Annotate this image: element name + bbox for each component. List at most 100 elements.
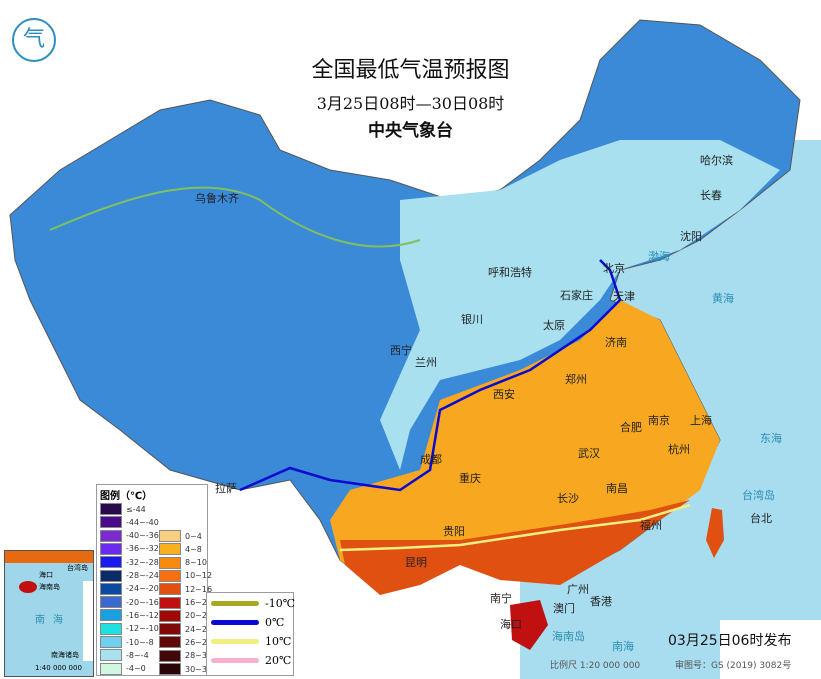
legend-item: -36~-32 <box>100 542 159 555</box>
legend-swatch <box>100 516 122 529</box>
legend-item: -24~-20 <box>100 582 159 595</box>
legend-swatch <box>100 529 122 542</box>
city-label: 天津 <box>613 290 635 303</box>
sea-label: 黄海 <box>712 292 734 305</box>
legend-swatch <box>159 609 181 622</box>
city-label: 昆明 <box>405 556 427 569</box>
legend-item: 0~4 <box>159 530 202 542</box>
isotherm-legend: -10℃ 0℃ 10℃ 20℃ <box>206 592 296 676</box>
legend-label: 26~28 <box>185 637 213 647</box>
legend-label: 28~30 <box>185 651 213 661</box>
isotherm-line <box>211 639 259 644</box>
isotherm-label: -10℃ <box>265 597 296 610</box>
legend-swatch <box>100 503 122 515</box>
legend-label: 20~24 <box>185 611 213 621</box>
city-label: 银川 <box>461 313 483 326</box>
publish-time: 03月25日06时发布 <box>668 633 792 649</box>
legend-item: -10~-8 <box>100 636 154 648</box>
isotherm-line <box>211 601 259 606</box>
hainan-island <box>510 600 548 650</box>
legend-item: 20~24 <box>159 609 213 622</box>
inset-label: 海口 <box>39 571 53 579</box>
legend-label: 4~8 <box>185 544 202 554</box>
legend-label: 30~32 <box>185 664 213 674</box>
legend-item: 10~12 <box>159 569 213 582</box>
city-label: 西宁 <box>390 344 412 357</box>
legend-label: -20~-16 <box>126 597 159 607</box>
city-label: 杭州 <box>668 443 690 456</box>
city-label: 南京 <box>648 414 670 427</box>
legend-swatch <box>100 649 122 662</box>
legend-item: -32~-28 <box>100 556 159 569</box>
legend-label: -40~-36 <box>126 531 159 541</box>
legend-item: -12~-10 <box>100 622 159 635</box>
legend-swatch <box>159 543 181 556</box>
city-label: 合肥 <box>620 421 642 434</box>
city-label: 武汉 <box>578 447 600 460</box>
city-label: 南昌 <box>606 482 628 495</box>
legend-item: 4~8 <box>159 543 202 556</box>
city-label: 台北 <box>750 512 772 525</box>
inset-label: 南海 <box>35 615 71 626</box>
city-label: 西安 <box>493 388 515 401</box>
legend-swatch <box>159 556 181 569</box>
city-label: 福州 <box>640 519 662 532</box>
city-label: 郑州 <box>565 373 587 386</box>
legend-swatch <box>159 583 181 596</box>
legend-label: 8~10 <box>185 558 207 568</box>
legend-swatch <box>100 582 122 595</box>
south-china-sea-inset: 海口 海南岛 台湾岛 南海 南海诸岛 1:40 000 000 <box>4 550 94 677</box>
city-label: 广州 <box>567 583 589 596</box>
city-label: 呼和浩特 <box>488 266 532 279</box>
legend-label: 12~16 <box>185 584 213 594</box>
legend-swatch <box>159 663 181 675</box>
city-label: 长沙 <box>557 492 579 505</box>
legend-item: -20~-16 <box>100 596 159 609</box>
legend-item: 30~32 <box>159 663 212 675</box>
city-label: 太原 <box>543 319 565 332</box>
legend-swatch <box>159 569 181 582</box>
legend-label: -8~-4 <box>126 650 149 660</box>
inset-scale: 1:40 000 000 <box>35 664 82 672</box>
legend-label: -44~-40 <box>126 517 159 527</box>
legend-label: -10~-8 <box>126 637 154 647</box>
city-label: 北京 <box>603 262 625 275</box>
legend-swatch <box>159 623 181 636</box>
legend-label: -12~-10 <box>126 624 159 634</box>
city-label: 乌鲁木齐 <box>195 192 239 205</box>
legend-label: -24~-20 <box>126 584 159 594</box>
city-label: 石家庄 <box>560 289 593 302</box>
sea-label: 海南岛 <box>552 630 585 643</box>
legend-swatch <box>100 662 122 675</box>
legend-label: -36~-32 <box>126 544 159 554</box>
legend-swatch <box>100 609 122 622</box>
legend-item: -44~-40 <box>100 516 159 529</box>
agency-name: 中央气象台 <box>368 121 453 141</box>
city-label: 济南 <box>605 336 627 349</box>
isotherm-label: 10℃ <box>265 635 292 648</box>
city-label: 贵阳 <box>443 525 465 538</box>
map-scale: 比例尺 1:20 000 000 <box>550 661 641 671</box>
city-label: 澳门 <box>553 602 575 615</box>
map-approval-number: 审图号：GS (2019) 3082号 <box>675 661 792 671</box>
color-legend: 图例（℃） ≤-44 -44~-40 -40~-36 -36~-32 -32~-28 -2… <box>96 484 212 676</box>
legend-item: 26~28 <box>159 636 213 649</box>
isotherm-item: 0℃ <box>211 616 284 629</box>
taiwan-island <box>706 508 724 558</box>
legend-item: -16~-12 <box>100 609 159 622</box>
isotherm-label: 0℃ <box>265 616 285 629</box>
inset-label: 南海诸岛 <box>51 651 79 659</box>
isotherm-minus10c <box>49 186 421 248</box>
cma-logo-icon: 气 <box>12 18 56 62</box>
legend-swatch <box>100 636 122 648</box>
city-label: 南宁 <box>490 592 512 605</box>
inset-label: 海南岛 <box>39 583 60 591</box>
legend-label: 10~12 <box>185 571 213 581</box>
legend-title: 图例（℃） <box>100 491 153 502</box>
legend-swatch <box>159 649 181 662</box>
legend-swatch <box>159 596 181 609</box>
legend-item: 16~20 <box>159 596 212 609</box>
sea-label: 渤海 <box>648 250 670 263</box>
